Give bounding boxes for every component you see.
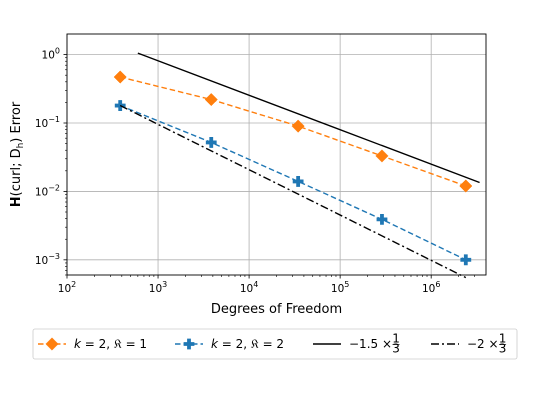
- fraction-numerator: 1: [392, 332, 400, 346]
- legend-label: −1.5 ×: [349, 337, 392, 351]
- x-tick-base: 10: [149, 283, 162, 295]
- x-tick-label: 104: [240, 280, 258, 295]
- y-axis-label-part-b: ) Error: [9, 101, 24, 143]
- x-tick-exponent: 5: [344, 280, 349, 289]
- series-line: [120, 76, 467, 187]
- series-4: [119, 104, 467, 279]
- y-axis-label-bold: H: [9, 196, 24, 207]
- data-point: [291, 119, 305, 133]
- legend-fraction: 13: [392, 332, 400, 356]
- x-tick-base: 10: [240, 283, 253, 295]
- data-point: [292, 176, 304, 187]
- y-tick-exponent: −1: [48, 115, 60, 124]
- y-tick-label: 10−1: [35, 115, 60, 130]
- legend-label-text: −1.5 ×: [349, 337, 392, 351]
- y-axis-label-part-a: (curl; D: [9, 148, 24, 196]
- y-axis-label: H(curl; Dh) Error: [9, 101, 26, 207]
- y-tick-exponent: −2: [48, 183, 60, 192]
- x-tick-exponent: 3: [162, 280, 167, 289]
- x-axis-label: Degrees of Freedom: [211, 302, 342, 317]
- legend-symbol-k: k: [211, 337, 219, 351]
- data-point: [205, 137, 217, 148]
- legend-label-text: = 2,: [81, 337, 114, 351]
- data-point: [376, 213, 388, 225]
- x-tick-base: 10: [58, 283, 71, 295]
- fraction-denominator: 3: [392, 342, 400, 356]
- grid-lines: [66, 34, 486, 275]
- fraction-denominator: 3: [499, 342, 507, 356]
- y-tick-base: 10: [42, 50, 55, 62]
- series-1: [113, 70, 473, 193]
- y-tick-exponent: −3: [48, 252, 60, 261]
- x-tick-label: 106: [422, 280, 440, 295]
- x-tick-base: 10: [422, 283, 435, 295]
- legend-entry-4: −2 × 13: [431, 332, 506, 356]
- data-point: [375, 149, 389, 163]
- legend-symbol-frak-k: 𝔎: [251, 337, 259, 351]
- series-3: [137, 52, 480, 184]
- y-tick-base: 10: [35, 255, 48, 267]
- x-tick-label: 102: [58, 280, 76, 295]
- plot-area-frame: [66, 33, 487, 276]
- legend-label-text: −2 ×: [467, 337, 499, 351]
- legend-marker: [45, 337, 59, 351]
- legend-entry-2: k = 2, 𝔎 = 2: [175, 337, 284, 351]
- x-tick-label: 103: [149, 280, 167, 295]
- legend-label-text: = 2: [259, 337, 284, 351]
- x-tick-exponent: 4: [253, 280, 258, 289]
- data-point: [460, 254, 472, 266]
- y-tick-base: 10: [35, 118, 48, 130]
- data-point: [113, 70, 127, 84]
- legend-box: [32, 328, 518, 360]
- legend-marker: [183, 338, 195, 350]
- y-tick-label: 10−2: [35, 183, 60, 198]
- legend-entry-3: −1.5 × 13: [313, 332, 400, 356]
- legend-label-text: = 1: [122, 337, 147, 351]
- x-tick-exponent: 2: [71, 280, 76, 289]
- legend-fraction: 13: [499, 332, 507, 356]
- series-layer: [113, 52, 480, 279]
- y-axis-label-subscript: h: [16, 143, 26, 149]
- y-tick-base: 10: [35, 186, 48, 198]
- series-line: [119, 104, 467, 279]
- x-tick-label: 105: [331, 280, 349, 295]
- legend-entry-1: k = 2, 𝔎 = 1: [38, 337, 147, 351]
- series-line: [119, 104, 467, 261]
- series-line: [137, 52, 480, 184]
- fraction-numerator: 1: [499, 332, 507, 346]
- data-point: [459, 179, 473, 193]
- x-tick-exponent: 6: [435, 280, 440, 289]
- x-axis-ticks: 102 103 104 105 106: [58, 275, 475, 295]
- y-tick-label: 100: [42, 47, 60, 62]
- data-point: [204, 93, 218, 107]
- legend-label: k = 2, 𝔎 = 2: [211, 337, 284, 351]
- legend-symbol-frak-k: 𝔎: [114, 337, 122, 351]
- y-tick-exponent: 0: [55, 47, 60, 56]
- legend-symbol-k: k: [74, 337, 82, 351]
- legend-label-text: = 2,: [218, 337, 251, 351]
- legend-label: −2 ×: [467, 337, 499, 351]
- legend-label: k = 2, 𝔎 = 1: [74, 337, 147, 351]
- y-tick-label: 10−3: [35, 252, 60, 267]
- x-tick-base: 10: [331, 283, 344, 295]
